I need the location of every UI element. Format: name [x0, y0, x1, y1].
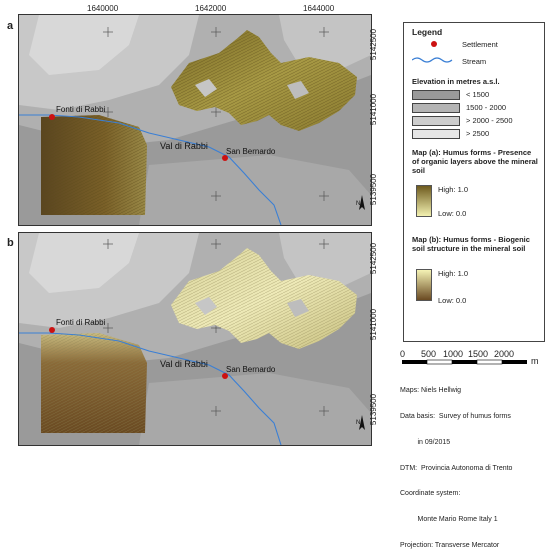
settlement-san-b: [222, 373, 228, 379]
place-val-b: Val di Rabbi: [160, 359, 208, 369]
elevation-swatch-4: [412, 129, 460, 139]
elevation-swatch-1: [412, 90, 460, 100]
stream-a: [19, 114, 282, 225]
ramp-a-low: Low: 0.0: [438, 209, 467, 218]
y-coord-a-2: 5141000: [369, 93, 379, 126]
scale-unit: m: [531, 356, 539, 366]
place-fonti-b: Fonti di Rabbi: [56, 318, 106, 327]
legend-box: Legend Settlement Stream Elevation in me…: [403, 22, 545, 342]
place-san-a: San Bernardo: [226, 147, 276, 156]
humus-area-b-upper: [171, 248, 357, 349]
credit-line-5: Coordinate system:: [400, 490, 461, 498]
panel-a-label: a: [7, 20, 14, 32]
settlement-san-a: [222, 155, 228, 161]
x-coord-1644000: 1644000: [303, 4, 335, 13]
credit-line-4: DTM: Provincia Autonoma di Trento: [400, 464, 513, 472]
map-b-canvas: [19, 233, 371, 445]
legend-map-a-title: Map (a): Humus forms - Presence of organ…: [412, 148, 538, 175]
north-label-a: N: [356, 201, 361, 207]
place-val-a: Val di Rabbi: [160, 141, 208, 151]
y-coord-a-1: 5142500: [369, 28, 379, 61]
ramp-a-high: High: 1.0: [438, 185, 469, 194]
credit-line-3: in 09/2015: [400, 438, 451, 446]
north-label-b: N: [356, 420, 361, 426]
north-arrow-a: [359, 195, 365, 210]
place-fonti-a: Fonti di Rabbi: [56, 105, 106, 114]
map-credits: Maps: Niels Hellwig Data basis: Survey o…: [400, 370, 512, 559]
elevation-swatch-3: [412, 116, 460, 126]
ramp-b: [416, 269, 432, 301]
settlement-fonti-a: [49, 114, 55, 120]
north-arrow-b: [359, 415, 365, 430]
map-panel-a: [18, 14, 372, 226]
scale-tick-2000: 2000: [494, 349, 515, 359]
humus-area-a-upper: [171, 30, 357, 131]
x-coord-1640000: 1640000: [87, 4, 119, 13]
settlement-legend-icon: [431, 41, 437, 47]
y-coord-a-3: 5139500: [369, 173, 379, 206]
x-coord-1642000: 1642000: [195, 4, 227, 13]
scale-bar-graphic: [402, 359, 527, 365]
scale-tick-0: 0: [400, 349, 406, 359]
legend-map-b-title: Map (b): Humus forms - Biogenic soil str…: [412, 235, 530, 253]
humus-area-b-lower: [41, 333, 147, 433]
panel-b-label: b: [7, 237, 14, 249]
y-coord-b-1: 5142500: [369, 242, 379, 275]
credit-line-7: Projection: Transverse Mercator: [400, 541, 500, 549]
y-coord-b-2: 5141000: [369, 308, 379, 341]
credit-line-1: Maps: Niels Hellwig: [400, 387, 462, 395]
ramp-b-high: High: 1.0: [438, 269, 469, 278]
legend-settlement-label: Settlement: [462, 40, 498, 49]
settlement-fonti-b: [49, 327, 55, 333]
map-a-canvas: [19, 15, 371, 225]
elevation-class-2: 1500 - 2000: [466, 103, 507, 112]
credit-line-6: Monte Mario Rome Italy 1: [400, 516, 498, 524]
elevation-class-3: > 2000 - 2500: [466, 116, 513, 125]
scale-tick-1000: 1000: [443, 349, 464, 359]
humus-area-a-lower: [41, 115, 147, 215]
y-coord-b-3: 5139500: [369, 393, 379, 426]
stream-legend-icon: [412, 57, 453, 63]
stream-b: [19, 332, 282, 445]
legend-stream-label: Stream: [462, 57, 487, 66]
scale-tick-500: 500: [421, 349, 437, 359]
legend-title: Legend: [412, 27, 443, 37]
place-san-b: San Bernardo: [226, 365, 276, 374]
ramp-a: [416, 185, 432, 217]
scale-tick-1500: 1500: [468, 349, 489, 359]
scale-bar: 0 500 1000 1500 2000 m: [400, 346, 545, 370]
credit-line-2: Data basis: Survey of humus forms: [400, 412, 511, 420]
elevation-class-1: < 1500: [466, 90, 490, 99]
legend-elevation-title: Elevation in metres a.s.l.: [412, 77, 500, 86]
elevation-class-4: > 2500: [466, 129, 490, 138]
elevation-swatch-2: [412, 103, 460, 113]
ramp-b-low: Low: 0.0: [438, 296, 467, 305]
map-panel-b: [18, 232, 372, 446]
